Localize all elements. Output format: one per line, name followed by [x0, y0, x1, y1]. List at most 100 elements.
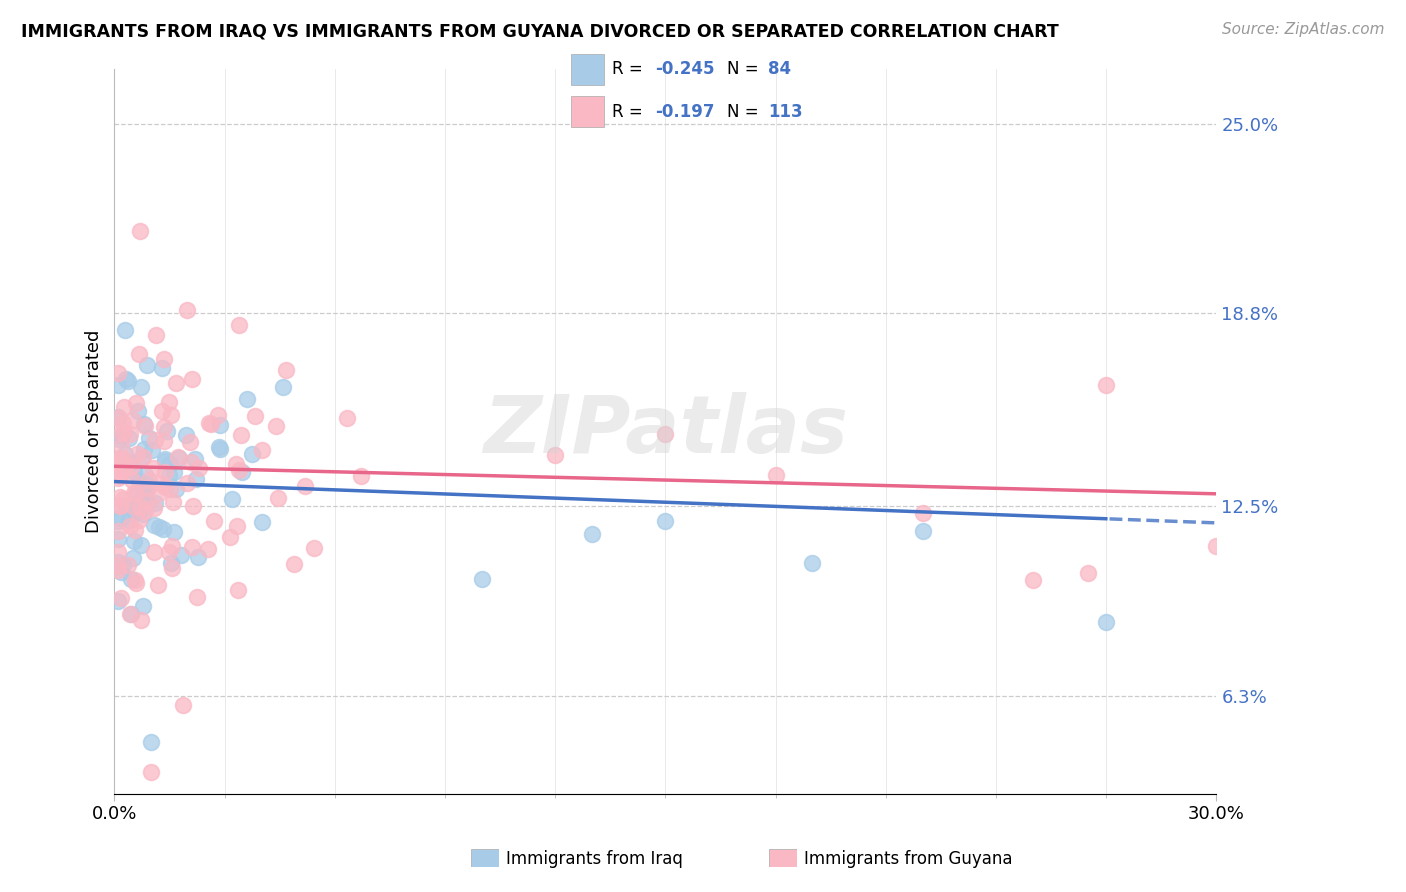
Point [228, 463, 250, 477]
Point [229, 428, 252, 442]
Point [131, 495, 153, 509]
Point [136, 358, 159, 372]
Point [202, 514, 225, 528]
Point [142, 461, 165, 475]
Point [197, 542, 219, 557]
Point [181, 500, 204, 514]
Point [160, 556, 183, 570]
Point [110, 498, 132, 512]
Point [121, 473, 143, 487]
Text: Immigrants from Iraq: Immigrants from Iraq [506, 850, 683, 868]
Point [226, 519, 249, 533]
Point [115, 458, 138, 472]
Point [471, 572, 494, 586]
Point [107, 454, 129, 468]
Point [110, 425, 132, 440]
Text: 84: 84 [768, 61, 792, 78]
Point [146, 577, 169, 591]
Point [112, 425, 135, 440]
Point [180, 372, 202, 386]
Point [167, 450, 190, 464]
Point [122, 465, 145, 479]
Point [134, 418, 156, 433]
Point [150, 360, 173, 375]
Point [581, 527, 603, 541]
Point [156, 424, 179, 438]
Point [153, 454, 176, 468]
Point [139, 734, 162, 748]
Point [228, 318, 250, 333]
Point [107, 410, 129, 425]
Point [107, 366, 129, 380]
Point [107, 432, 129, 446]
Point [176, 475, 198, 490]
Point [231, 465, 253, 479]
Point [139, 765, 162, 780]
Point [120, 456, 142, 470]
Point [112, 417, 135, 431]
Point [128, 504, 150, 518]
Point [138, 473, 160, 487]
Point [165, 482, 187, 496]
Point [208, 441, 231, 455]
Point [157, 544, 180, 558]
Point [143, 500, 166, 515]
Point [143, 434, 166, 448]
Point [131, 599, 153, 613]
Point [183, 452, 205, 467]
Point [132, 442, 155, 457]
Point [132, 450, 155, 464]
Point [765, 467, 787, 482]
Point [141, 443, 163, 458]
Point [107, 563, 129, 577]
Point [128, 496, 150, 510]
Point [155, 480, 177, 494]
Point [145, 328, 167, 343]
Point [128, 513, 150, 527]
Point [187, 550, 209, 565]
Point [221, 492, 243, 507]
Point [107, 594, 129, 608]
Point [112, 451, 135, 466]
Point [179, 434, 201, 449]
Point [172, 698, 194, 713]
Point [125, 575, 148, 590]
Point [165, 376, 187, 390]
Point [117, 374, 139, 388]
Point [153, 452, 176, 467]
Point [118, 431, 141, 445]
Point [131, 479, 153, 493]
Point [197, 416, 219, 430]
Point [120, 607, 142, 621]
Point [134, 468, 156, 483]
Text: N =: N = [727, 103, 763, 120]
Point [159, 482, 181, 496]
Point [1095, 615, 1118, 629]
Point [107, 524, 129, 538]
Point [163, 524, 186, 539]
Point [112, 558, 135, 572]
Point [176, 303, 198, 318]
Point [110, 591, 132, 605]
Point [129, 538, 152, 552]
Text: IMMIGRANTS FROM IRAQ VS IMMIGRANTS FROM GUYANA DIVORCED OR SEPARATED CORRELATION: IMMIGRANTS FROM IRAQ VS IMMIGRANTS FROM … [21, 22, 1059, 40]
Point [129, 224, 152, 238]
Point [112, 401, 135, 415]
Point [107, 470, 129, 484]
Point [153, 465, 176, 479]
Point [654, 514, 676, 528]
Point [124, 573, 146, 587]
Point [110, 510, 132, 524]
Point [135, 494, 157, 508]
Point [124, 523, 146, 537]
Point [143, 496, 166, 510]
Text: R =: R = [612, 61, 648, 78]
Point [184, 472, 207, 486]
Point [107, 515, 129, 529]
Point [115, 372, 138, 386]
Text: 113: 113 [768, 103, 803, 120]
Point [209, 442, 232, 456]
Point [124, 533, 146, 548]
Point [114, 323, 136, 337]
Point [163, 465, 186, 479]
